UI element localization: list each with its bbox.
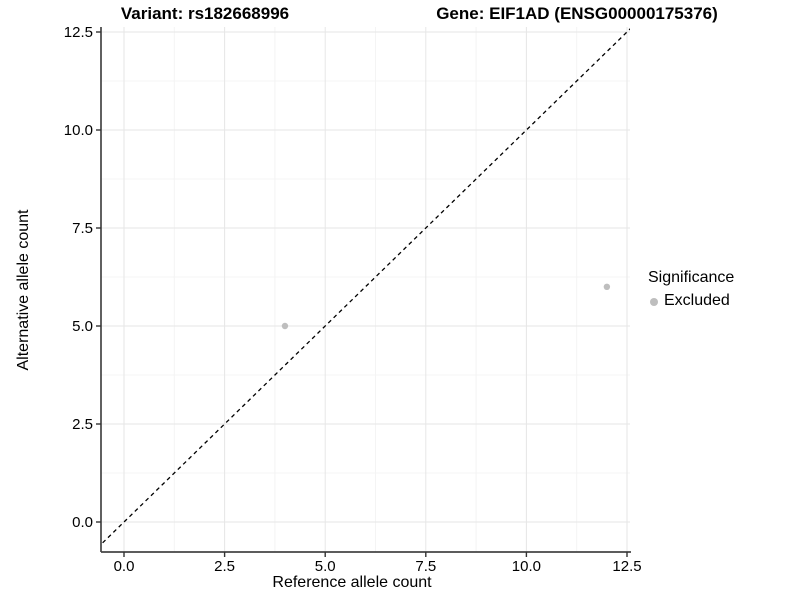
- x-tick-label: 2.5: [214, 558, 235, 575]
- data-point: [281, 322, 289, 330]
- identity-line: [101, 28, 630, 546]
- x-tick-label: 12.5: [612, 558, 641, 575]
- y-tick-label: 2.5: [72, 416, 93, 433]
- legend-point-icon: [650, 297, 658, 306]
- y-tick-label: 7.5: [72, 220, 93, 237]
- x-tick-label: 5.0: [315, 558, 336, 575]
- plot-title-variant: Variant: rs182668996: [120, 4, 290, 23]
- legend: Significance Excluded: [646, 269, 734, 310]
- legend-title: Significance: [648, 269, 735, 286]
- y-tick-label: 0.0: [72, 514, 93, 531]
- data-point: [603, 283, 611, 290]
- x-tick-label: 7.5: [415, 558, 436, 575]
- legend-item-label: Excluded: [664, 292, 730, 309]
- x-tick-label: 0.0: [114, 558, 135, 575]
- plot-title-gene: Gene: EIF1AD (ENSG00000175376): [436, 4, 718, 23]
- y-tick-label: 5.0: [72, 318, 93, 335]
- legend-item-excluded: Excluded: [646, 292, 734, 310]
- y-tick-label: 10.0: [64, 122, 93, 139]
- y-tick-label: 12.5: [64, 24, 93, 41]
- x-tick-label: 10.0: [512, 558, 541, 575]
- x-axis-label: Reference allele count: [272, 574, 432, 591]
